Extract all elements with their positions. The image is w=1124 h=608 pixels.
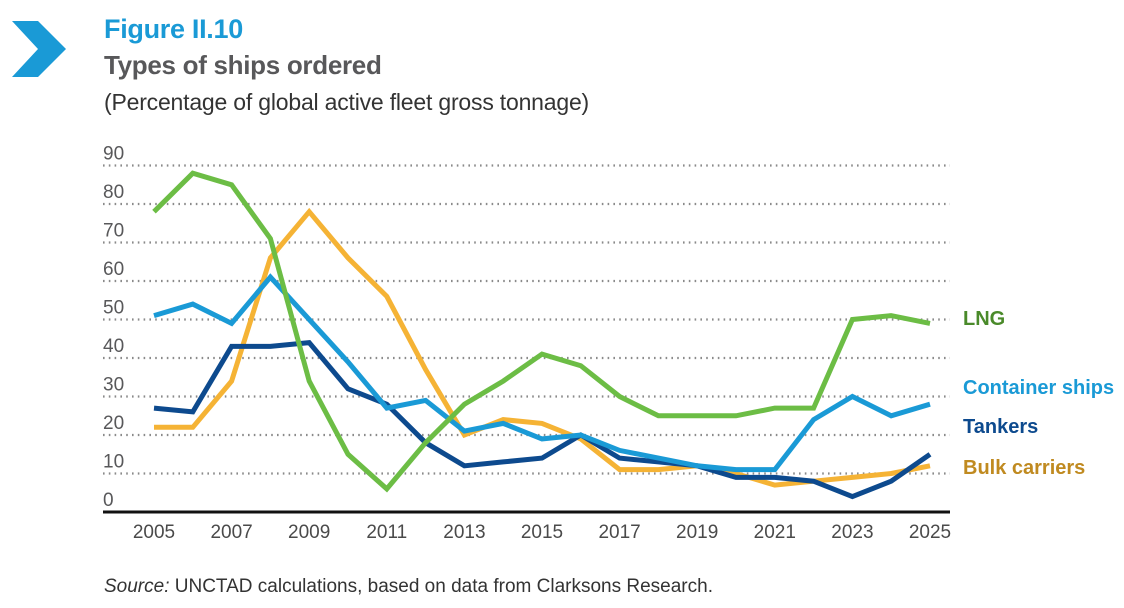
- x-tick-label: 2015: [521, 522, 563, 543]
- y-tick-label: 90: [103, 144, 124, 165]
- series-lines: [152, 170, 932, 500]
- series-line-lng: [152, 170, 931, 493]
- x-tick-label: 2025: [909, 522, 951, 543]
- legend-label-lng: LNG: [963, 308, 1005, 330]
- x-tick-label: 2013: [443, 522, 485, 543]
- x-axis-ticks: 2005 2007 2009 2011 2013 2015 2017 2019 2021 2023…: [133, 522, 951, 543]
- x-tick-label: 2019: [676, 522, 718, 543]
- source-label: Source:: [104, 576, 170, 597]
- x-tick-label: 2023: [831, 522, 873, 543]
- figure-label: Figure II.10: [104, 14, 243, 44]
- legend-label-bulk-carriers: Bulk carriers: [963, 457, 1085, 479]
- chart-subtitle: (Percentage of global active fleet gross…: [104, 89, 590, 115]
- source-text: UNCTAD calculations, based on data from …: [169, 576, 713, 597]
- y-tick-label: 40: [103, 336, 124, 357]
- x-tick-label: 2021: [754, 522, 796, 543]
- x-tick-label: 2017: [598, 522, 640, 543]
- y-axis-ticks: 0 10 20 30 40 50 60 70 80 90: [103, 144, 124, 512]
- chart-title: Types of ships ordered: [104, 50, 382, 80]
- x-tick-label: 2005: [133, 522, 175, 543]
- legend-label-container-ships: Container ships: [963, 377, 1114, 399]
- y-tick-label: 80: [103, 182, 124, 203]
- x-tick-label: 2007: [210, 522, 252, 543]
- y-tick-label: 70: [103, 221, 124, 242]
- y-tick-label: 60: [103, 259, 124, 280]
- source-note: Source: UNCTAD calculations, based on da…: [104, 576, 713, 598]
- y-tick-label: 0: [103, 490, 114, 511]
- y-tick-label: 30: [103, 375, 124, 396]
- legend: LNG Container ships Tankers Bulk carriers: [963, 308, 1114, 479]
- x-tick-label: 2011: [366, 522, 407, 543]
- series-line-bulk-carriers: [154, 207, 931, 488]
- y-tick-label: 50: [103, 298, 124, 319]
- legend-label-tankers: Tankers: [963, 416, 1038, 438]
- y-tick-label: 20: [103, 413, 124, 434]
- y-tick-label: 10: [103, 452, 124, 473]
- x-tick-label: 2009: [288, 522, 330, 543]
- gridlines: [103, 164, 950, 475]
- chevron-right-icon: [12, 21, 66, 77]
- series-line-tankers: [153, 339, 932, 500]
- series-line-container-ships: [153, 273, 931, 473]
